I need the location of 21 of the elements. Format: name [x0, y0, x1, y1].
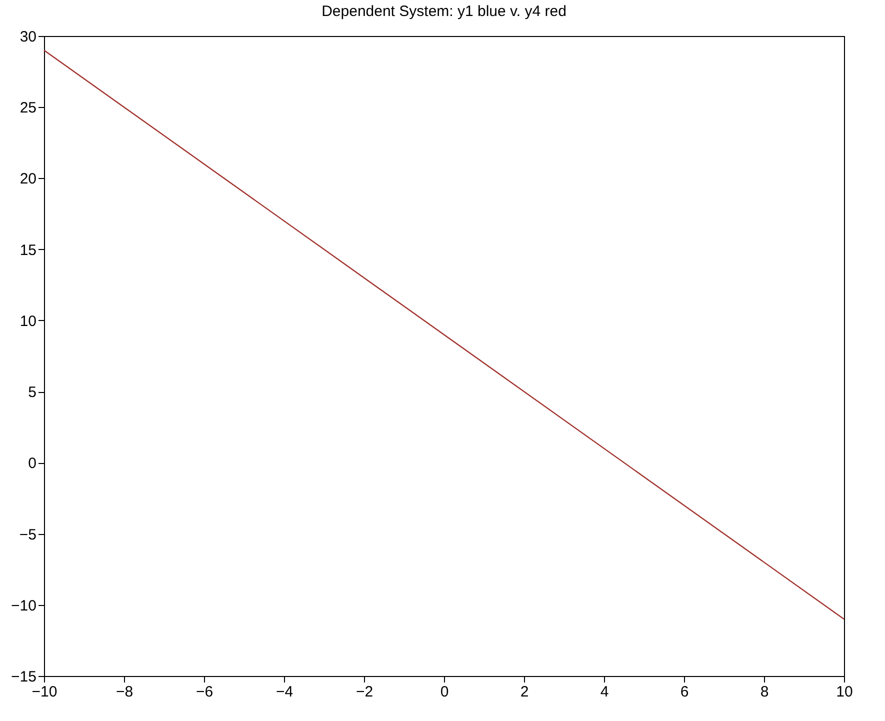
- y-tick-label: −15: [11, 668, 36, 686]
- x-tick-label: 10: [836, 684, 853, 700]
- x-tick-label: 8: [760, 684, 769, 700]
- y-tick-label: 5: [28, 384, 36, 402]
- x-tick-label: 4: [600, 684, 609, 700]
- y-tick-label: −10: [11, 597, 36, 614]
- x-tick-label: −8: [116, 684, 134, 700]
- x-tick-label: −6: [196, 684, 214, 700]
- chart-title: Dependent System: y1 blue v. y4 red: [322, 3, 566, 20]
- y-tick-label: −5: [19, 526, 36, 544]
- y-tick-label: 0: [28, 455, 36, 472]
- y-tick-label: 20: [20, 170, 36, 188]
- y-tick-label: 30: [20, 28, 36, 46]
- y-tick-label: 15: [20, 242, 36, 259]
- x-tick-label: 6: [680, 684, 689, 700]
- x-tick-label: −2: [356, 684, 374, 700]
- x-tick-label: 2: [520, 684, 529, 700]
- y-tick-label: 10: [20, 312, 36, 330]
- x-tick-label: −4: [276, 684, 294, 700]
- x-tick-label: 0: [440, 684, 449, 700]
- y-tick-label: 25: [20, 100, 36, 117]
